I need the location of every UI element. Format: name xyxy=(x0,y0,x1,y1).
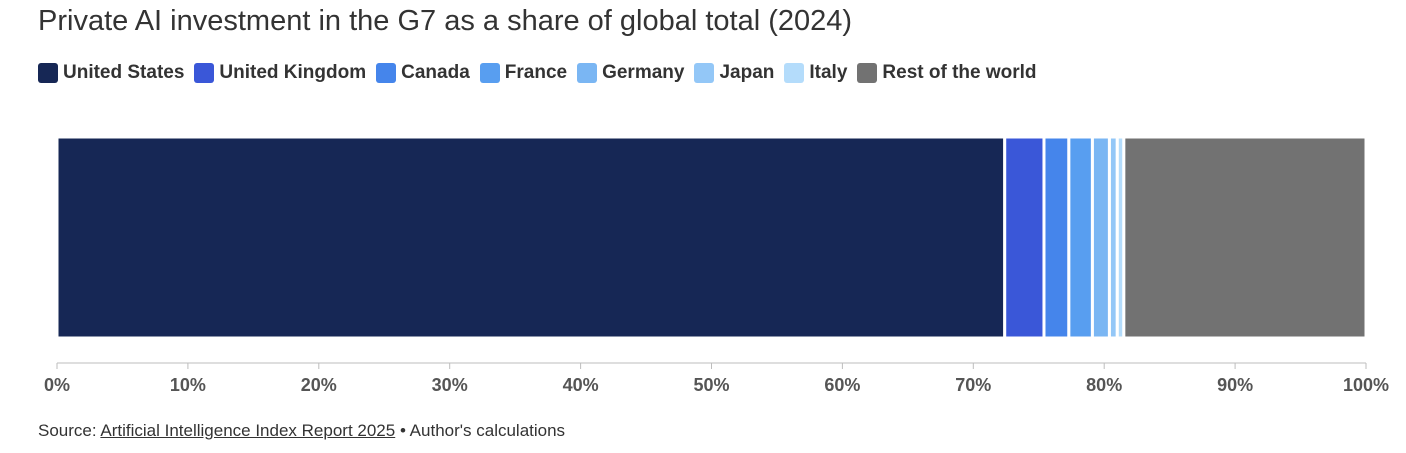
chart-plot: 0% 10% 20% 30% 40% 50% 60% 70% 80% 90% 100% xyxy=(44,135,1389,395)
source-note: Source: Artificial Intelligence Index Re… xyxy=(38,421,565,441)
legend-item-italy: Italy xyxy=(784,62,847,84)
x-tick-label: 100% xyxy=(1343,375,1389,395)
legend-item-canada: Canada xyxy=(376,62,470,84)
x-tick-label: 60% xyxy=(824,375,860,395)
legend-label: Rest of the world xyxy=(882,62,1037,83)
legend-swatch xyxy=(479,63,500,83)
legend-item-united-kingdom: United Kingdom xyxy=(194,62,366,84)
x-tick-label: 20% xyxy=(301,375,337,395)
x-tick-label: 50% xyxy=(693,375,729,395)
source-link[interactable]: Artificial Intelligence Index Report 202… xyxy=(100,421,396,440)
legend-swatch xyxy=(376,63,397,83)
legend-item-france: France xyxy=(479,62,568,84)
legend-label: Japan xyxy=(719,62,775,83)
x-tick-label: 80% xyxy=(1086,375,1122,395)
x-tick-label: 10% xyxy=(170,375,206,395)
legend-swatch xyxy=(577,63,598,83)
bar-segment-united-kingdom xyxy=(1003,135,1046,340)
legend-swatch xyxy=(857,63,878,83)
legend-item-united-states: United States xyxy=(38,62,184,84)
legend-item-japan: Japan xyxy=(694,62,774,84)
x-tick-label: 0% xyxy=(44,375,70,395)
x-tick-label: 40% xyxy=(563,375,599,395)
legend-swatch xyxy=(784,63,805,83)
source-prefix: Source: xyxy=(38,421,101,440)
legend-label: Italy xyxy=(809,62,848,83)
legend-swatch xyxy=(38,63,58,83)
x-tick-label: 30% xyxy=(432,375,468,395)
legend-label: United States xyxy=(63,62,185,83)
chart-title: Private AI investment in the G7 as a sha… xyxy=(38,5,853,37)
source-suffix: • Author's calculations xyxy=(395,421,566,440)
x-tick-label: 90% xyxy=(1217,375,1253,395)
legend-label: United Kingdom xyxy=(219,62,367,83)
bar-segment-canada xyxy=(1042,135,1071,340)
bar-segment-united-states xyxy=(55,135,1007,340)
x-tick-label: 70% xyxy=(955,375,991,395)
legend-item-germany: Germany xyxy=(577,62,684,84)
legend-swatch xyxy=(194,63,215,83)
legend-label: Canada xyxy=(401,62,470,83)
legend-label: France xyxy=(504,62,568,83)
bar-segment-rest-of-the-world xyxy=(1122,135,1368,340)
legend-swatch xyxy=(694,63,715,83)
legend-item-rest-of-the-world: Rest of the world xyxy=(857,62,1037,84)
chart-legend: United States United Kingdom Canada France G… xyxy=(38,62,1047,84)
bar-segment-france xyxy=(1067,135,1094,340)
legend-label: Germany xyxy=(602,62,685,83)
bar-segment-germany xyxy=(1090,135,1111,340)
